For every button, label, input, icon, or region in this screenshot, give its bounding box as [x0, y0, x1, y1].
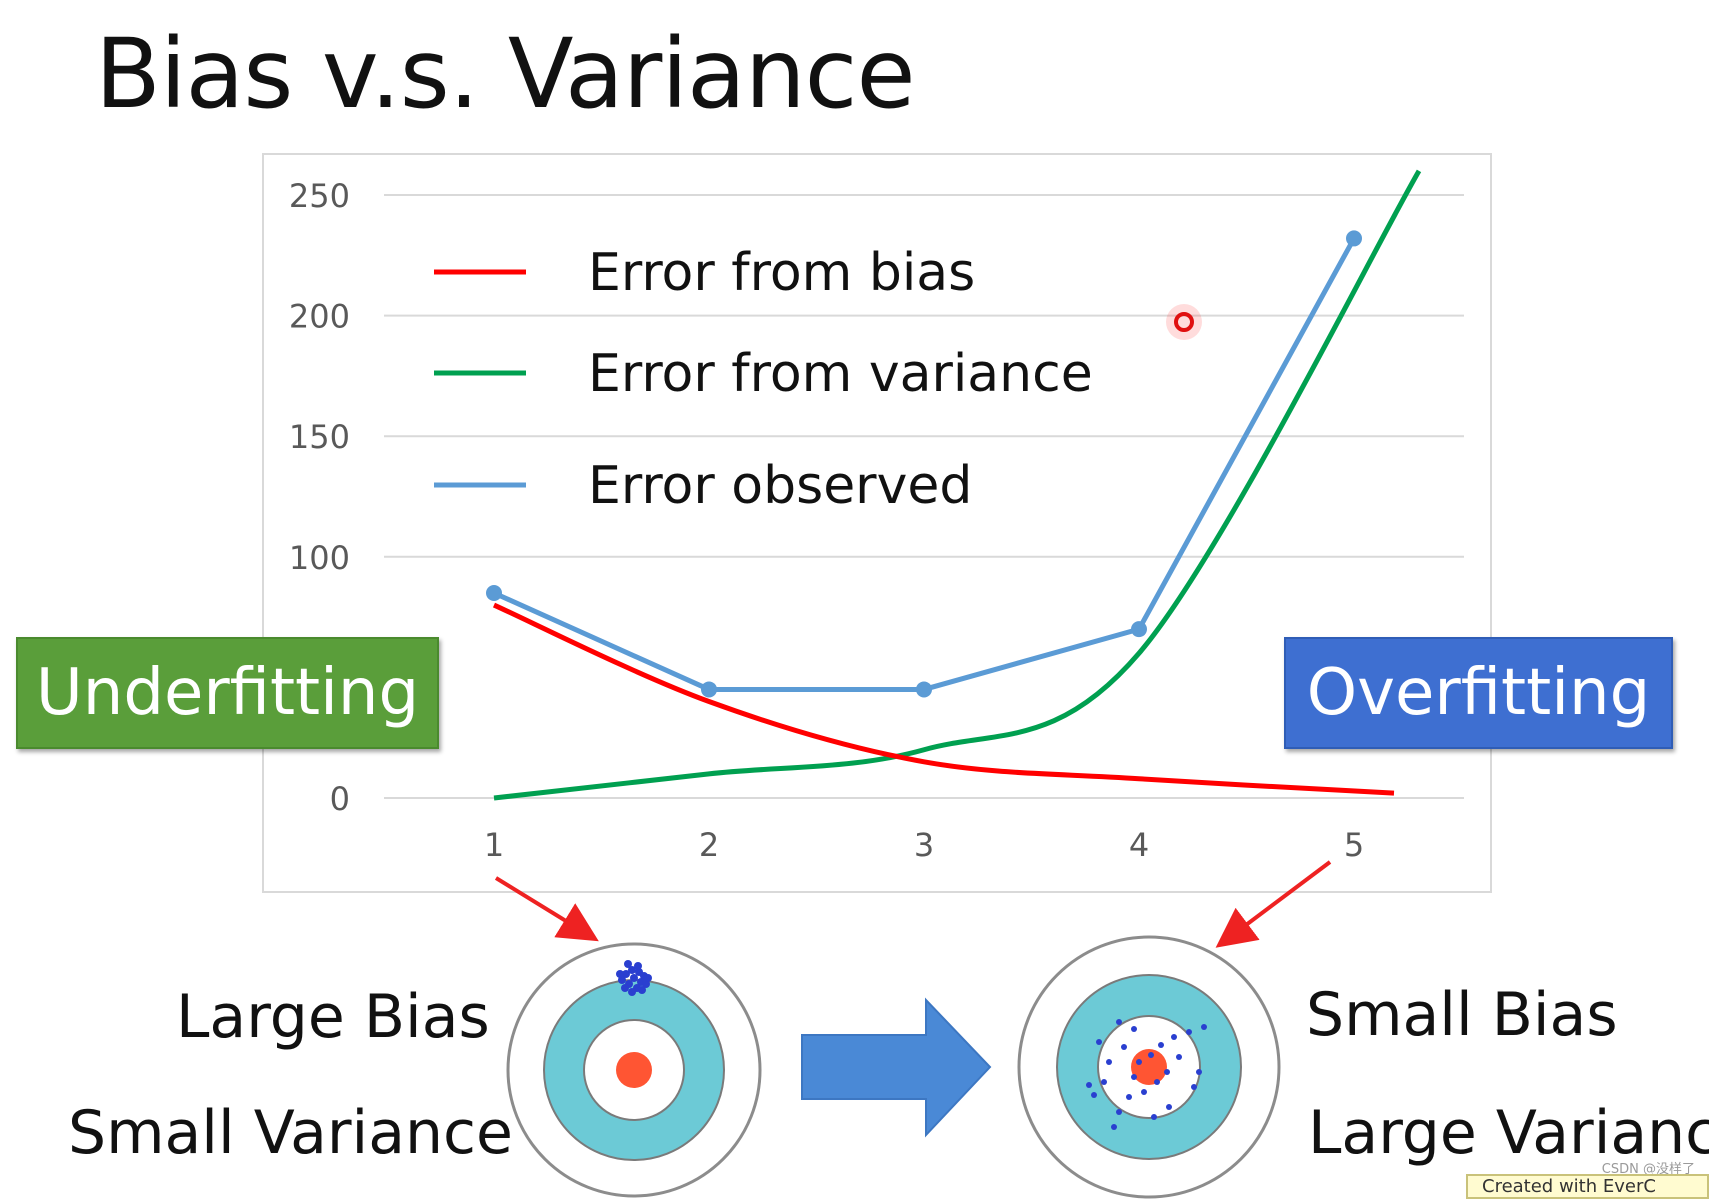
right-target: [1017, 935, 1281, 1199]
hit-dot: [1131, 1026, 1137, 1032]
hit-dot: [633, 984, 641, 992]
data-point-error-observed: [916, 681, 932, 698]
hit-dot: [1091, 1092, 1097, 1098]
hit-dot: [1101, 1079, 1107, 1085]
data-point-error-observed: [486, 584, 502, 601]
hit-dot: [1106, 1059, 1112, 1065]
hit-dot: [630, 974, 638, 982]
hit-dot: [1121, 1044, 1127, 1050]
hit-dot: [637, 978, 645, 986]
left-caption-small-variance: Small Variance: [68, 1098, 513, 1168]
hit-dot: [1151, 1114, 1157, 1120]
created-with-banner: Created with EverC: [1466, 1174, 1709, 1199]
hit-dot: [1141, 1089, 1147, 1095]
right-caption-large-variance: Large Variance: [1308, 1098, 1709, 1168]
hit-dot: [1116, 1019, 1122, 1025]
hit-dot: [1131, 1074, 1137, 1080]
x-tick-label: 4: [1129, 826, 1149, 864]
hit-dot: [635, 968, 643, 976]
hit-dot: [1176, 1054, 1182, 1060]
hit-dot: [622, 970, 630, 978]
line-chart: 0 100 150 200 250 1 2 3 4 5 Error from bias Error f…: [289, 169, 1464, 864]
data-point-error-observed: [701, 681, 717, 698]
x-tick-label: 2: [699, 826, 719, 864]
hit-dot: [1154, 1079, 1160, 1085]
chart-frame: 0 100 150 200 250 1 2 3 4 5 Error from bias Error f…: [262, 153, 1492, 893]
left-target: [506, 942, 762, 1198]
hit-dot: [638, 986, 646, 994]
right-target-dots: [1086, 1019, 1207, 1130]
data-point-error-observed: [1346, 230, 1362, 247]
hit-dot: [1148, 1052, 1154, 1058]
slide-title: Bias v.s. Variance: [95, 18, 916, 130]
hit-dot: [625, 980, 633, 988]
left-caption-large-bias: Large Bias: [176, 982, 490, 1052]
x-tick-label: 5: [1344, 826, 1364, 864]
hit-dot: [1196, 1069, 1202, 1075]
y-tick-label: 0: [330, 780, 350, 818]
hit-dot: [1158, 1042, 1164, 1048]
hit-dot: [642, 980, 650, 988]
hit-dot: [1191, 1084, 1197, 1090]
hit-dot: [634, 962, 642, 970]
hit-dot: [1086, 1082, 1092, 1088]
hit-dot: [618, 976, 626, 984]
x-tick-label: 1: [484, 826, 504, 864]
series-line-error-from-bias: [492, 602, 1395, 796]
hit-dot: [624, 960, 632, 968]
x-tick-label: 3: [914, 826, 934, 864]
hit-dot: [1111, 1124, 1117, 1130]
hit-dot: [628, 966, 636, 974]
hit-dot: [640, 972, 648, 980]
hit-dot: [1166, 1104, 1172, 1110]
hit-dot: [1136, 1059, 1142, 1065]
hit-dot: [1171, 1034, 1177, 1040]
hit-dot: [621, 984, 629, 992]
y-tick-label: 100: [289, 539, 350, 577]
hit-dot: [1186, 1029, 1192, 1035]
legend-label: Error from variance: [588, 344, 1093, 404]
right-caption-small-bias: Small Bias: [1306, 980, 1618, 1050]
hit-dot: [628, 988, 636, 996]
hit-dot: [1201, 1024, 1207, 1030]
hit-dot: [644, 974, 652, 982]
hit-dot: [1126, 1094, 1132, 1100]
big-blue-arrow-icon: [801, 997, 992, 1138]
legend-label: Error observed: [588, 456, 972, 516]
left-target-dots: [616, 960, 652, 996]
hit-dot: [1116, 1109, 1122, 1115]
y-tick-label: 150: [289, 418, 350, 456]
underfitting-badge: Underfitting: [16, 637, 439, 749]
data-point-error-observed: [1131, 621, 1147, 638]
y-tick-label: 250: [289, 177, 350, 215]
hit-dot: [1096, 1039, 1102, 1045]
series-line-error-from-variance: [493, 169, 1422, 801]
legend-label: Error from bias: [588, 243, 975, 303]
overfitting-badge: Overfitting: [1284, 637, 1673, 749]
watermark: CSDN @没样了: [1601, 1162, 1695, 1177]
hit-dot: [1164, 1069, 1170, 1075]
y-tick-label: 200: [289, 298, 350, 336]
hit-dot: [616, 970, 624, 978]
